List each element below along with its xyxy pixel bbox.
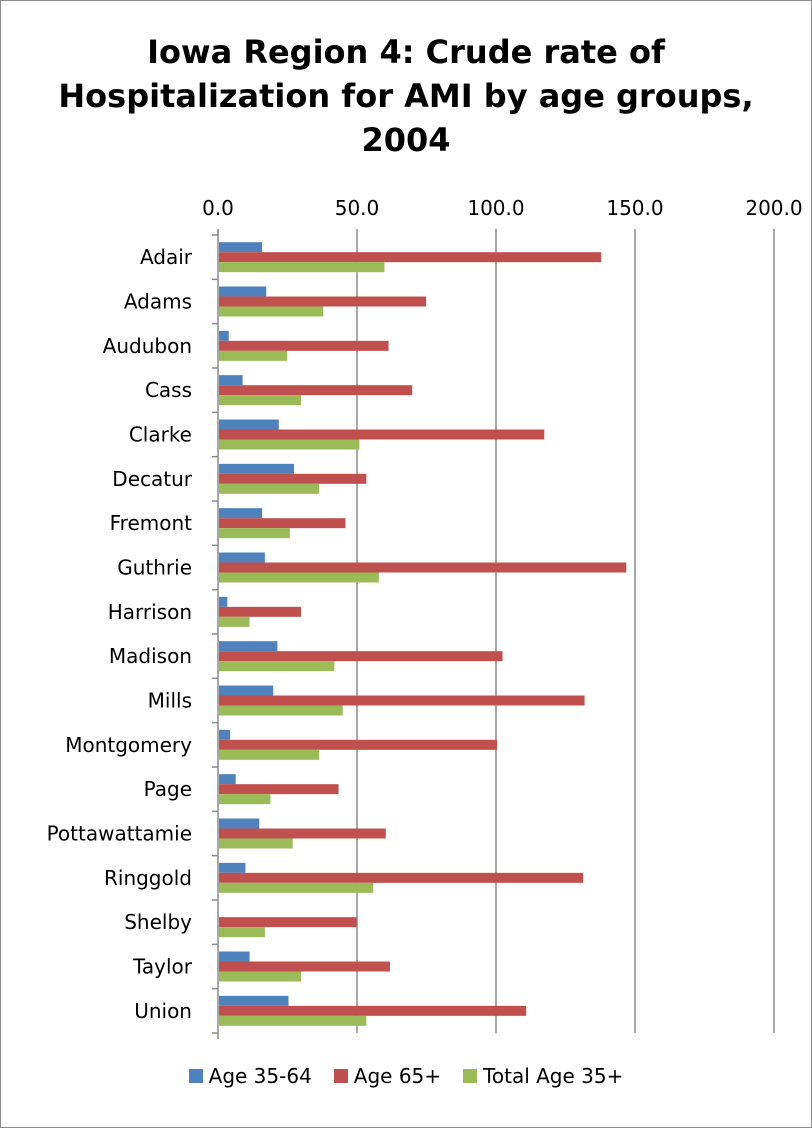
legend-label: Age 65+ [353, 1064, 442, 1088]
bar-age-35-64 [219, 419, 279, 430]
bar-total-age-35- [219, 616, 250, 627]
bar-total-age-35- [219, 882, 374, 893]
bar-total-age-35- [219, 306, 324, 317]
bar-age-35-64 [219, 995, 289, 1006]
bar-total-age-35- [219, 749, 320, 760]
bar-total-age-35- [219, 705, 343, 716]
category-label: Cass [145, 378, 192, 402]
bar-age-65- [219, 695, 585, 706]
category-label: Adair [140, 245, 193, 269]
bar-age-65- [219, 340, 389, 351]
legend-swatch [188, 1069, 203, 1083]
bar-total-age-35- [219, 661, 335, 672]
bar-age-65- [219, 473, 367, 484]
legend-label: Age 35-64 [208, 1064, 312, 1088]
chart-title-line: 2004 [361, 121, 451, 159]
legend-label: Total Age 35+ [483, 1064, 624, 1088]
bar-age-35-64 [219, 596, 228, 607]
bar-age-35-64 [219, 286, 267, 297]
bar-age-65- [219, 828, 386, 839]
category-label: Guthrie [117, 556, 192, 580]
bar-total-age-35- [219, 439, 360, 450]
category-label: Harrison [108, 600, 192, 624]
bar-age-35-64 [219, 242, 263, 253]
bar-age-35-64 [219, 774, 236, 785]
bar-age-35-64 [219, 330, 229, 341]
bar-total-age-35- [219, 350, 288, 361]
bar-age-65- [219, 562, 627, 573]
bar-age-35-64 [219, 463, 295, 474]
x-tick-label: 100.0 [467, 196, 524, 220]
bar-age-35-64 [219, 685, 274, 696]
category-label: Audubon [103, 334, 192, 358]
bar-age-35-64 [219, 375, 243, 386]
category-label: Ringgold [104, 866, 192, 890]
bar-total-age-35- [219, 927, 265, 938]
bar-total-age-35- [219, 1015, 367, 1026]
bar-age-65- [219, 651, 503, 662]
x-tick-label: 50.0 [335, 196, 380, 220]
category-label: Madison [109, 644, 192, 668]
bar-total-age-35- [219, 395, 302, 406]
category-label: Montgomery [65, 733, 192, 757]
bar-age-65- [219, 739, 497, 750]
bar-age-65- [219, 518, 346, 529]
legend-swatch [333, 1069, 348, 1083]
bar-age-65- [219, 784, 339, 795]
bar-age-35-64 [219, 951, 250, 962]
category-label: Union [134, 999, 192, 1023]
bar-total-age-35- [219, 838, 293, 849]
legend-item: Total Age 35+ [463, 1064, 623, 1088]
bar-age-65- [219, 961, 390, 972]
bar-total-age-35- [219, 528, 290, 539]
chart-title-line: Iowa Region 4: Crude rate of [147, 33, 665, 71]
bar-age-35-64 [219, 818, 260, 829]
bar-age-35-64 [219, 729, 231, 740]
category-label: Adams [124, 290, 192, 314]
chart-title-line: Hospitalization for AMI by age groups, [58, 77, 754, 115]
legend-swatch [463, 1069, 478, 1083]
bar-age-65- [219, 606, 302, 617]
bar-age-65- [219, 296, 427, 307]
x-tick-label: 0.0 [202, 196, 234, 220]
bar-total-age-35- [219, 483, 320, 494]
x-tick-label: 200.0 [745, 196, 802, 220]
category-label: Mills [148, 689, 192, 713]
legend-item: Age 65+ [333, 1064, 442, 1088]
bar-age-65- [219, 872, 584, 883]
bar-age-65- [219, 385, 413, 396]
bar-age-35-64 [219, 641, 278, 652]
bar-age-65- [219, 429, 545, 440]
category-label: Shelby [124, 910, 192, 934]
category-label: Fremont [110, 511, 193, 535]
bar-age-65- [219, 252, 602, 263]
x-tick-label: 150.0 [606, 196, 663, 220]
chart-title: Iowa Region 4: Crude rate of Hospitalizat… [0, 30, 812, 162]
bar-total-age-35- [219, 262, 385, 273]
category-label: Taylor [132, 955, 193, 979]
category-label: Pottawattamie [47, 822, 192, 846]
bar-total-age-35- [219, 794, 271, 805]
bar-age-65- [219, 1005, 527, 1016]
bar-age-35-64 [219, 508, 263, 519]
category-label: Clarke [129, 423, 192, 447]
legend-item: Age 35-64 [188, 1064, 312, 1088]
bar-age-35-64 [219, 552, 265, 563]
category-label: Decatur [112, 467, 192, 491]
bar-total-age-35- [219, 971, 302, 982]
chart-legend: Age 35-64 Age 65+ Total Age 35+ [0, 1064, 812, 1088]
bar-age-65- [219, 917, 357, 928]
bar-total-age-35- [219, 572, 379, 583]
category-label: Page [144, 777, 192, 801]
bar-age-35-64 [219, 862, 246, 873]
